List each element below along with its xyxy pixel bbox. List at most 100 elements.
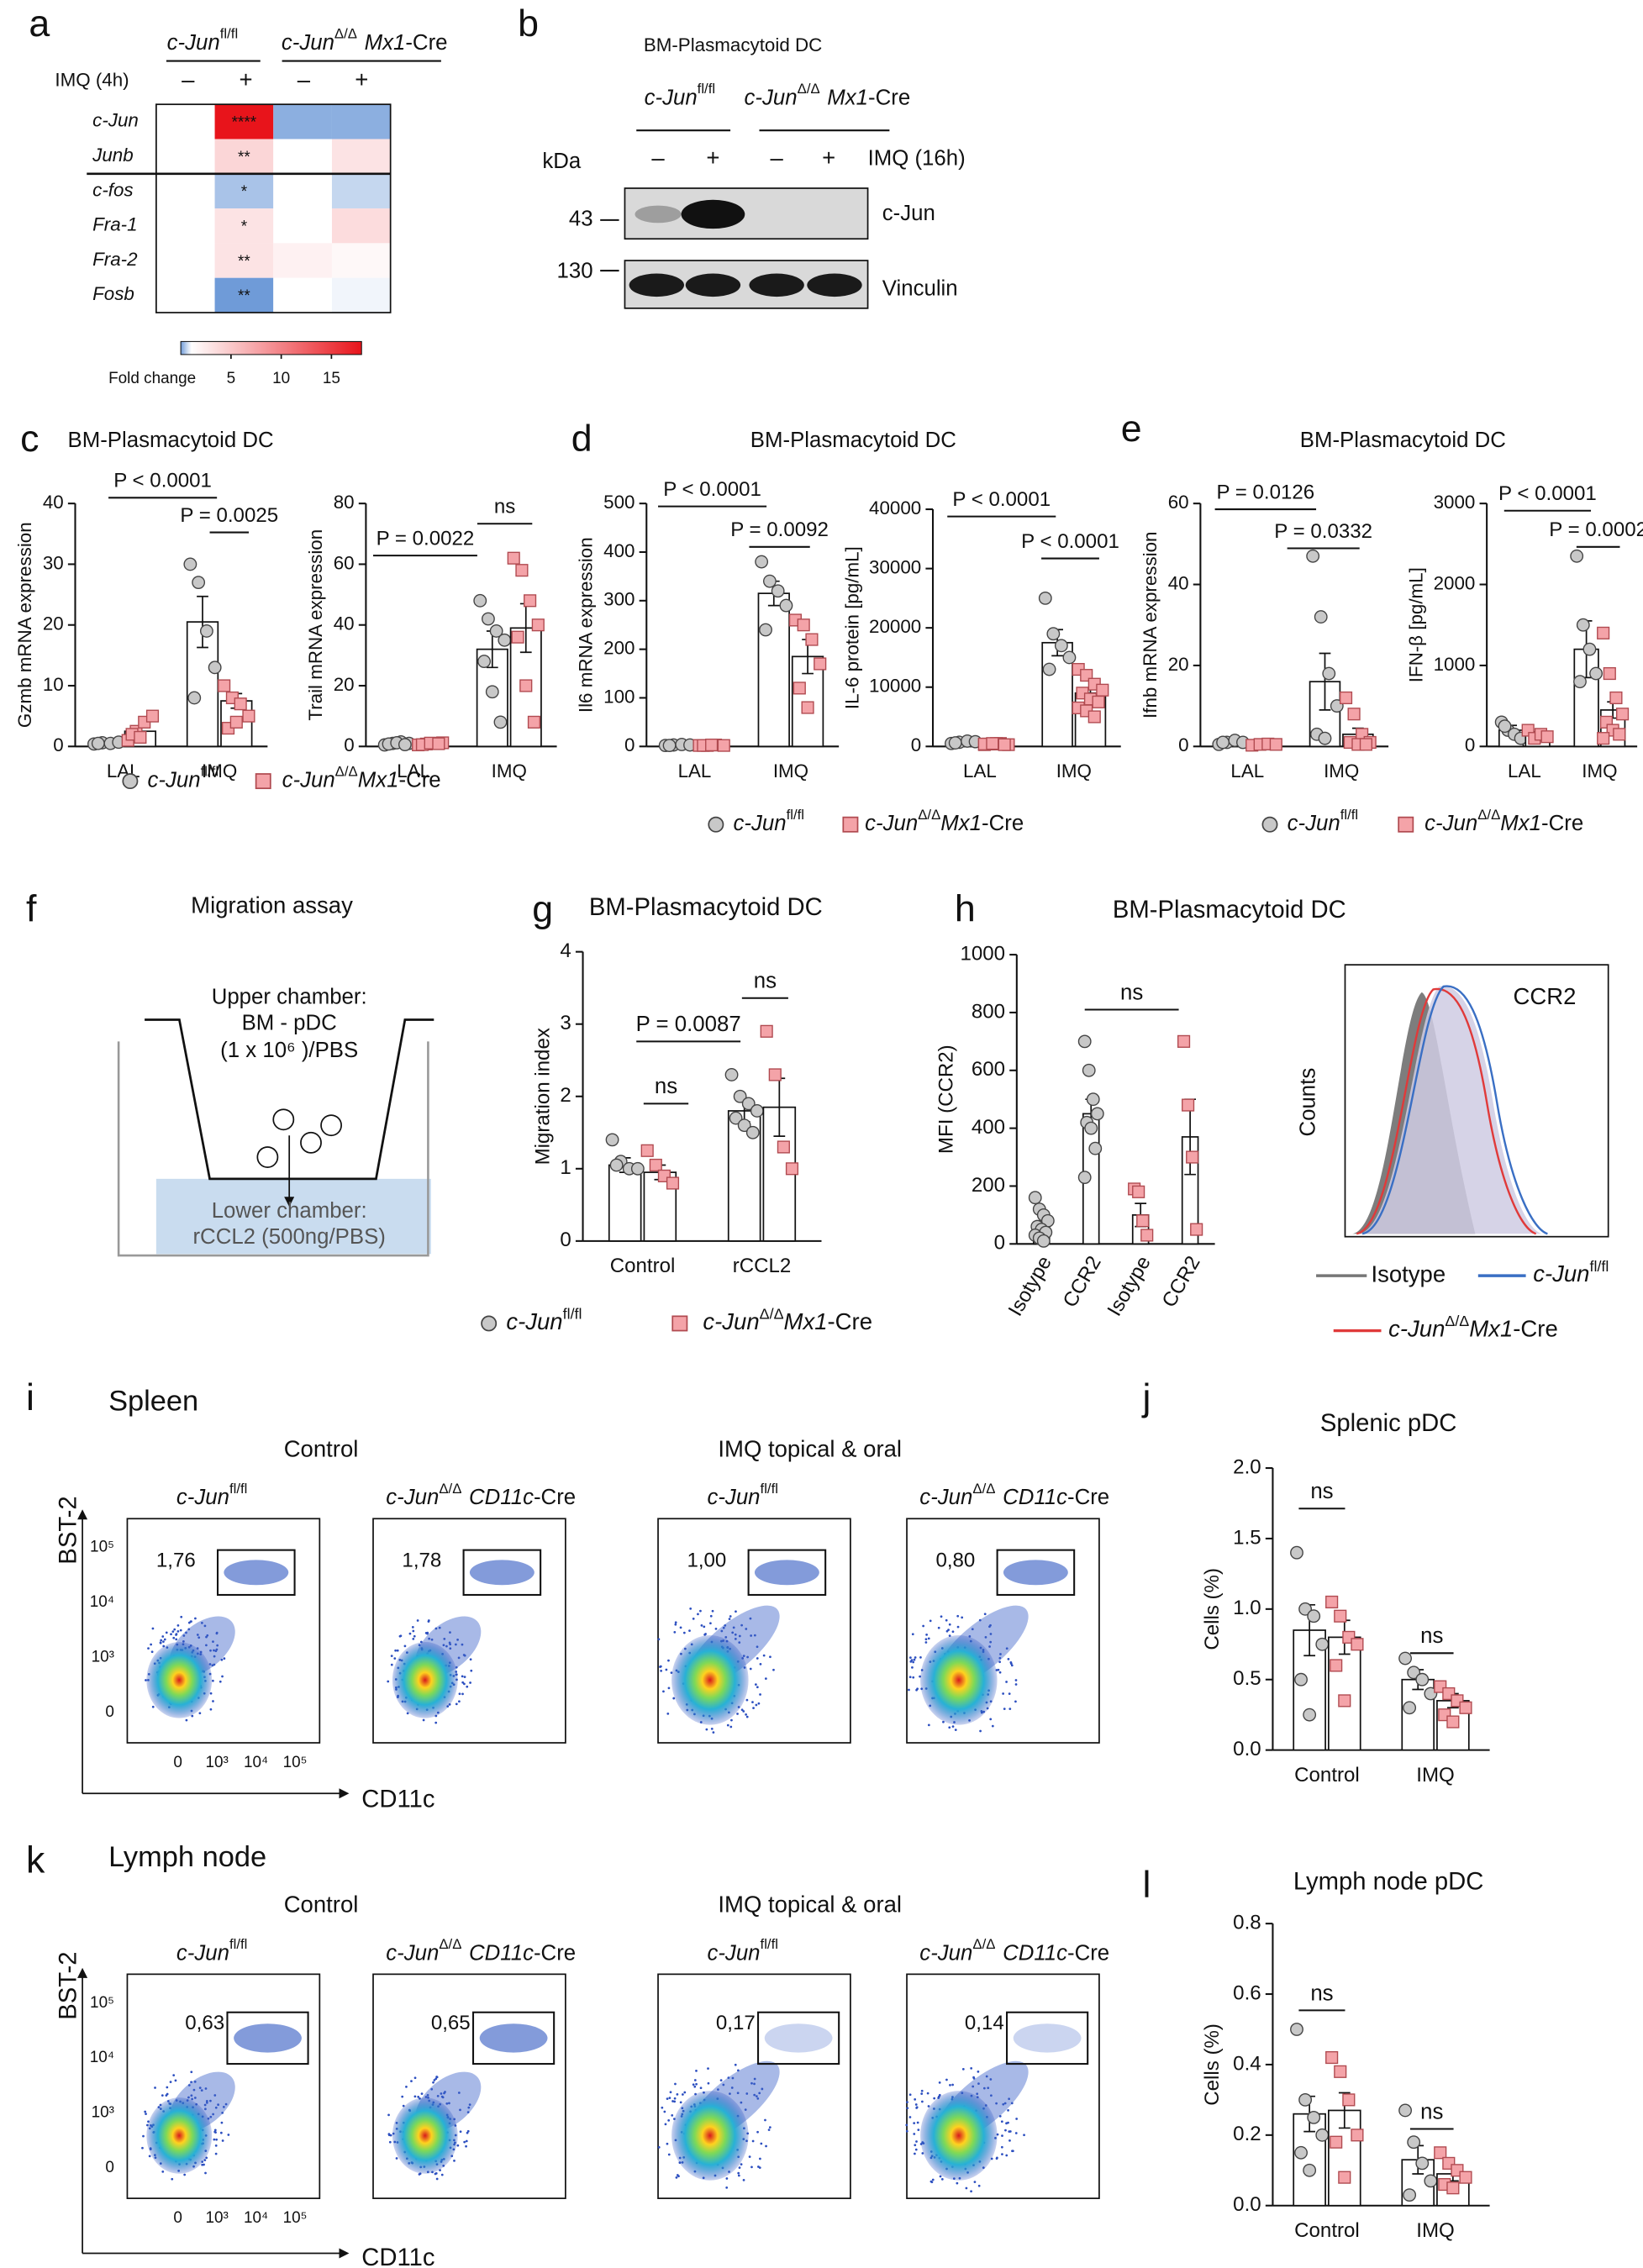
- flow-event: [945, 1629, 949, 1633]
- flow-event: [988, 1645, 991, 1648]
- data-point: [1398, 1651, 1412, 1665]
- flow-event: [679, 1626, 682, 1629]
- flow-event: [988, 1625, 991, 1629]
- genotype-cre: Mx1: [358, 768, 399, 792]
- data-point: [527, 715, 541, 729]
- flow-event: [160, 1639, 163, 1642]
- ccr2-fill: [1359, 986, 1542, 1234]
- data-point: [1036, 1234, 1051, 1248]
- data-point: [750, 1104, 764, 1118]
- data-point: [1334, 1609, 1347, 1623]
- flow-event: [926, 2092, 929, 2095]
- flow-event: [213, 2129, 217, 2132]
- data-point: [145, 709, 160, 723]
- data-point: [199, 624, 213, 638]
- condition-label: IMQ topical & oral: [718, 1892, 902, 1918]
- flow-event: [991, 1724, 994, 1728]
- flow-xlabel: CD11c: [361, 1787, 434, 1813]
- genotype-base: c-Jun: [506, 1308, 562, 1334]
- genotype-base: c-Jun: [919, 1486, 972, 1509]
- flow-event: [938, 2081, 941, 2084]
- flow-event: [456, 2144, 460, 2147]
- flow-event: [150, 1650, 154, 1654]
- flow-event: [759, 1693, 761, 1696]
- y-tick-label: 1: [560, 1156, 571, 1179]
- cell: [272, 1108, 295, 1131]
- heat-cell: [214, 243, 274, 278]
- x-tick-label: rCCL2: [733, 1255, 792, 1277]
- flow-event: [209, 1692, 213, 1695]
- flow-event: [459, 2130, 462, 2134]
- flow-event: [921, 2100, 924, 2103]
- flow-event: [1005, 2154, 1008, 2157]
- data-point: [998, 738, 1011, 751]
- genotype-cre: Mx1: [784, 1308, 828, 1334]
- data-point: [1307, 2110, 1321, 2124]
- flow-density: [392, 2097, 458, 2174]
- flow-event: [914, 2103, 918, 2106]
- genotype-label: c-Junfl/fl: [506, 1305, 582, 1334]
- data-point: [1290, 1545, 1303, 1560]
- flow-event: [468, 2103, 471, 2107]
- flow-event: [440, 2092, 443, 2095]
- data-point: [1298, 2092, 1313, 2107]
- chart-title: Splenic pDC: [1320, 1410, 1457, 1437]
- flow-event: [213, 1663, 216, 1666]
- y-tick-label: 60: [334, 552, 355, 573]
- data-point: [733, 1089, 747, 1103]
- flow-event: [150, 1643, 153, 1646]
- x-tick-label: CCR2: [1059, 1252, 1106, 1311]
- flow-event: [390, 1663, 393, 1666]
- flow-gate: [747, 1549, 827, 1596]
- flow-event: [722, 1626, 725, 1629]
- flow-event: [1001, 2153, 1003, 2156]
- y-tick-label: 0.0: [1233, 1738, 1261, 1760]
- genotype-base: c-Jun: [167, 31, 220, 55]
- data-point: [1342, 2093, 1356, 2107]
- flow-event: [405, 2085, 408, 2088]
- flow-event: [754, 1683, 757, 1687]
- flow-event: [148, 2155, 151, 2158]
- flow-event: [171, 2177, 174, 2181]
- heat-cell: [331, 173, 391, 209]
- flow-event: [920, 2089, 924, 2092]
- data-point: [1459, 2171, 1472, 2184]
- flow-event: [965, 2186, 968, 2190]
- data-point: [1424, 1687, 1438, 1701]
- flow-event: [443, 1638, 446, 1640]
- x-tick-label: IMQ: [1056, 760, 1092, 781]
- flow-event: [220, 1658, 224, 1661]
- flow-event: [737, 2171, 740, 2175]
- x-tick-label: Isotype: [1004, 1252, 1056, 1320]
- flow-event: [203, 1624, 207, 1628]
- flow-event: [674, 1621, 677, 1624]
- x-tick-label: LAL: [1508, 760, 1541, 781]
- flow-event: [217, 2103, 219, 2107]
- flow-event: [921, 2152, 924, 2155]
- data-point: [1088, 1141, 1103, 1155]
- flow-event: [1014, 1700, 1017, 1703]
- flow-event: [389, 2134, 392, 2137]
- gate-label: 1,78: [402, 1550, 441, 1572]
- y-tick-label: 400: [972, 1116, 1005, 1139]
- data-point: [1306, 549, 1320, 563]
- flow-event: [1010, 1664, 1014, 1667]
- flow-event: [956, 1614, 960, 1618]
- x-tick-label: LAL: [678, 760, 712, 781]
- significance-label: P < 0.0001: [952, 488, 1051, 511]
- histogram-ylabel: Counts: [1296, 1068, 1319, 1137]
- flow-event: [176, 1629, 180, 1633]
- flow-tick: 10³: [92, 1648, 114, 1665]
- flow-event: [204, 2108, 207, 2111]
- flow-event: [949, 2083, 951, 2086]
- flow-event: [449, 1631, 451, 1634]
- genotype-cre: CD11c: [469, 1941, 534, 1965]
- flow-event: [759, 1662, 762, 1665]
- data-point: [948, 736, 962, 750]
- flow-event: [434, 2172, 437, 2176]
- data-point: [1182, 1098, 1195, 1112]
- data-point: [1582, 642, 1597, 656]
- legend-label: Isotype: [1371, 1260, 1446, 1287]
- tissue-label: Lymph node: [108, 1841, 266, 1873]
- flow-event: [176, 1624, 180, 1627]
